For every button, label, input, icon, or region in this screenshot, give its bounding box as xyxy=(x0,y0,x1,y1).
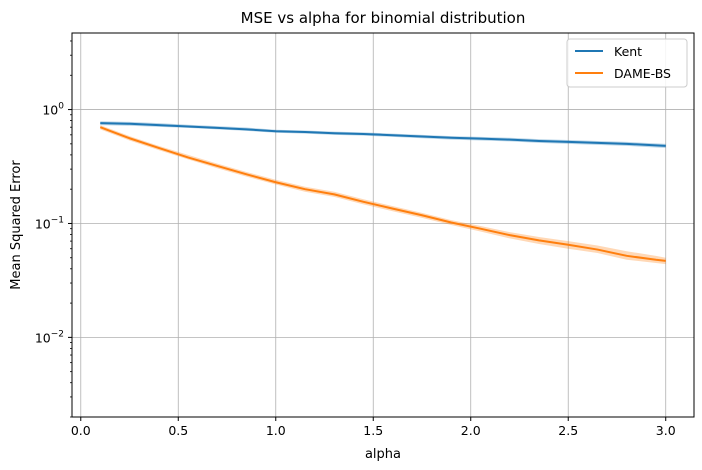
x-tick-label: 2.5 xyxy=(558,423,578,438)
x-tick-label: 0.5 xyxy=(168,423,188,438)
y-tick-label: 100 xyxy=(42,102,64,118)
legend: Kent DAME-BS xyxy=(566,38,688,88)
y-tick-label: 10−1 xyxy=(35,215,64,231)
line-dame-bs xyxy=(99,126,666,262)
plot-area xyxy=(71,32,695,418)
line-kent xyxy=(100,122,666,147)
legend-label-dame-bs: DAME-BS xyxy=(614,66,671,81)
y-axis-ticks: 10−2 10−1 100 xyxy=(35,40,72,418)
series-lines xyxy=(99,122,666,262)
band-dame-bs xyxy=(100,125,666,265)
x-tick-label: 1.0 xyxy=(266,423,286,438)
y-axis-label: Mean Squared Error xyxy=(9,160,24,290)
x-tick-label: 1.5 xyxy=(363,423,383,438)
x-tick-label: 3.0 xyxy=(656,423,676,438)
x-tick-label: 2.0 xyxy=(461,423,481,438)
grid xyxy=(72,33,694,417)
y-tick-label: 10−2 xyxy=(35,329,64,345)
x-tick-label: 0.0 xyxy=(71,423,91,438)
x-axis-ticks: 0.0 0.5 1.0 1.5 2.0 2.5 3.0 xyxy=(71,417,676,438)
x-axis-label: alpha xyxy=(365,447,401,462)
legend-label-kent: Kent xyxy=(614,44,642,59)
chart-title: MSE vs alpha for binomial distribution xyxy=(241,9,526,27)
